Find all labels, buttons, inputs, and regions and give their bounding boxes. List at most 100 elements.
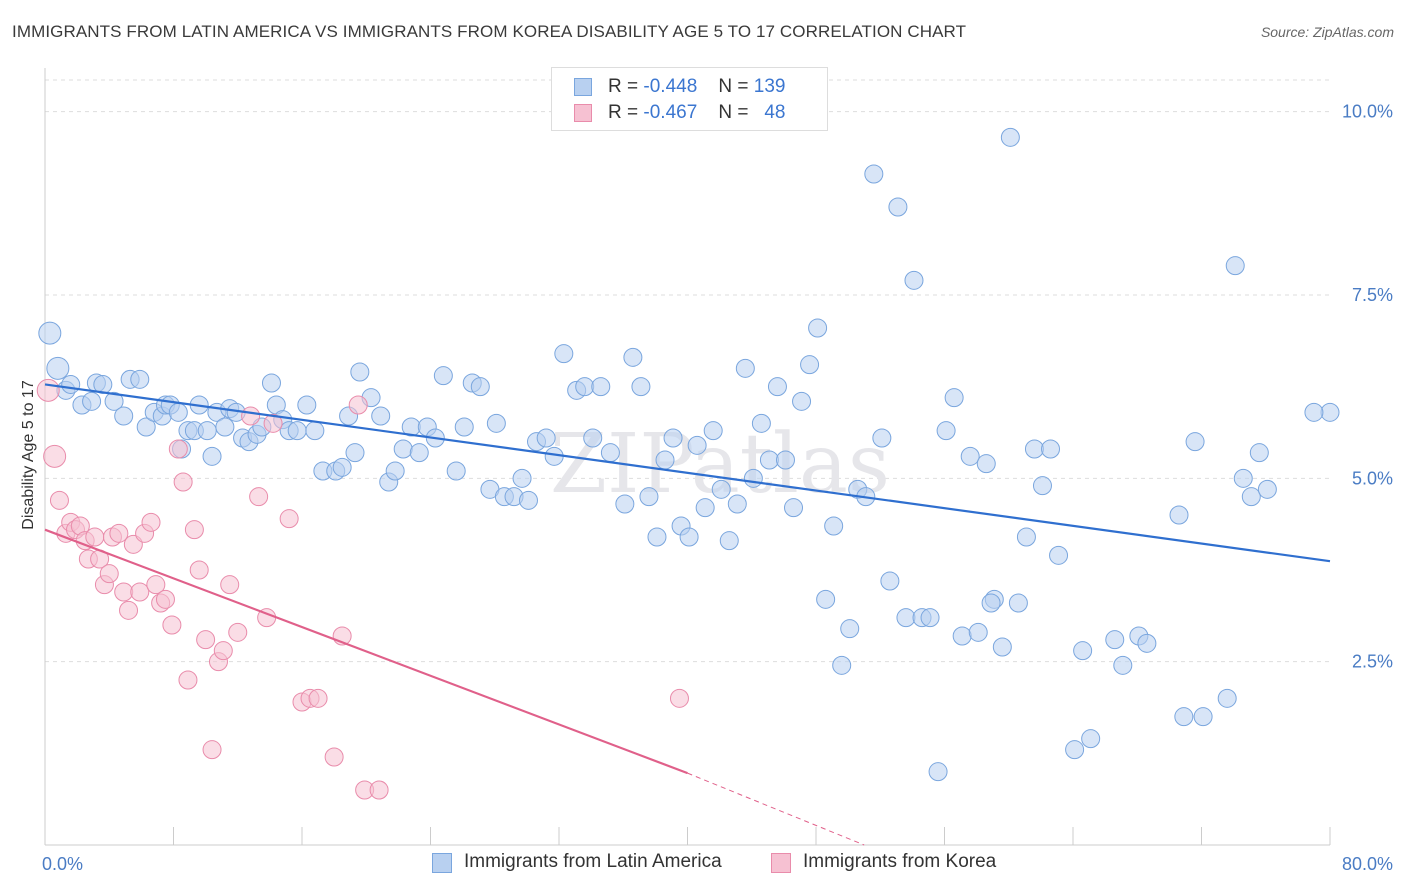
bottom-legend-latin-label: Immigrants from Latin America (464, 851, 722, 872)
data-point (952, 626, 972, 646)
data-point (1065, 740, 1085, 760)
data-point (130, 582, 150, 602)
data-point (297, 395, 317, 415)
bottom-legend-korea-label: Immigrants from Korea (803, 851, 997, 872)
data-point (751, 413, 771, 433)
y-tick-label: 10.0% (1342, 102, 1393, 122)
data-point (85, 527, 105, 547)
data-point (1304, 402, 1324, 422)
data-point (1169, 505, 1189, 525)
data-point (109, 523, 129, 543)
data-point (1185, 432, 1205, 452)
data-point (518, 490, 538, 510)
data-point (808, 318, 828, 338)
data-point (49, 490, 69, 510)
data-point (960, 446, 980, 466)
legend-r-label: R = (608, 102, 639, 123)
data-point (213, 641, 233, 661)
data-point (46, 356, 70, 380)
legend-r-value: -0.448 (643, 76, 698, 97)
data-point (784, 498, 804, 518)
data-point (1024, 439, 1044, 459)
data-point (888, 197, 908, 217)
data-point (832, 655, 852, 675)
data-point (711, 479, 731, 499)
data-point (800, 355, 820, 375)
data-point (114, 406, 134, 426)
data-point (1113, 655, 1133, 675)
data-point (1249, 443, 1269, 463)
data-point (348, 395, 368, 415)
trend-line-korea-extension (687, 772, 865, 846)
data-point (393, 439, 413, 459)
data-point (1105, 630, 1125, 650)
data-point (36, 378, 60, 402)
data-point (146, 575, 166, 595)
grid-lines (45, 79, 1330, 663)
data-point (554, 344, 574, 364)
data-point (155, 589, 175, 609)
data-point (631, 377, 651, 397)
data-point (162, 615, 182, 635)
data-point (1257, 479, 1277, 499)
data-point (840, 619, 860, 639)
legend-n-label: N = (718, 102, 749, 123)
y-tick-label: 5.0% (1352, 468, 1393, 488)
data-point (872, 428, 892, 448)
data-point (669, 688, 689, 708)
data-point (486, 413, 506, 433)
data-point (470, 377, 490, 397)
data-point (1081, 729, 1101, 749)
data-point (82, 391, 102, 411)
legend-n-label: N = (718, 76, 749, 97)
data-point (38, 321, 62, 345)
data-point (184, 520, 204, 540)
stats-legend: R = -0.448 N = 139 R = -0.467 N = 48 (551, 67, 828, 131)
legend-swatch-korea (574, 104, 592, 122)
data-point (575, 377, 595, 397)
y-tick-label: 2.5% (1352, 652, 1393, 672)
data-point (1233, 468, 1253, 488)
data-point (369, 780, 389, 800)
data-point (695, 498, 715, 518)
data-point (703, 421, 723, 441)
data-point (944, 388, 964, 408)
data-point (743, 468, 763, 488)
data-point (249, 487, 269, 507)
data-point (385, 461, 405, 481)
data-point (1217, 688, 1237, 708)
data-point (99, 564, 119, 584)
chart-title: IMMIGRANTS FROM LATIN AMERICA VS IMMIGRA… (12, 22, 967, 41)
data-point (615, 494, 635, 514)
data-point (136, 417, 156, 437)
x-tick-label: 80.0% (1342, 854, 1393, 874)
data-point (767, 377, 787, 397)
data-point (1137, 633, 1157, 653)
data-point (600, 443, 620, 463)
series-korea (36, 378, 689, 800)
data-point (687, 435, 707, 455)
data-point (197, 421, 217, 441)
data-point (261, 373, 281, 393)
legend-r-label: R = (608, 76, 639, 97)
data-point (679, 527, 699, 547)
data-point (168, 439, 188, 459)
data-point (371, 406, 391, 426)
data-point (775, 450, 795, 470)
trend-line-latin (44, 383, 1331, 563)
data-point (1008, 593, 1028, 613)
data-point (215, 417, 235, 437)
series-latin-america (38, 127, 1340, 782)
legend-n-value: 48 (764, 102, 786, 123)
data-point (345, 443, 365, 463)
data-point (904, 270, 924, 290)
legend-n-value: 139 (753, 76, 786, 97)
data-point (189, 560, 209, 580)
data-point (1193, 707, 1213, 727)
data-point (228, 622, 248, 642)
data-point (202, 446, 222, 466)
data-point (591, 377, 611, 397)
data-point (824, 516, 844, 536)
data-point (220, 575, 240, 595)
data-point (920, 608, 940, 628)
